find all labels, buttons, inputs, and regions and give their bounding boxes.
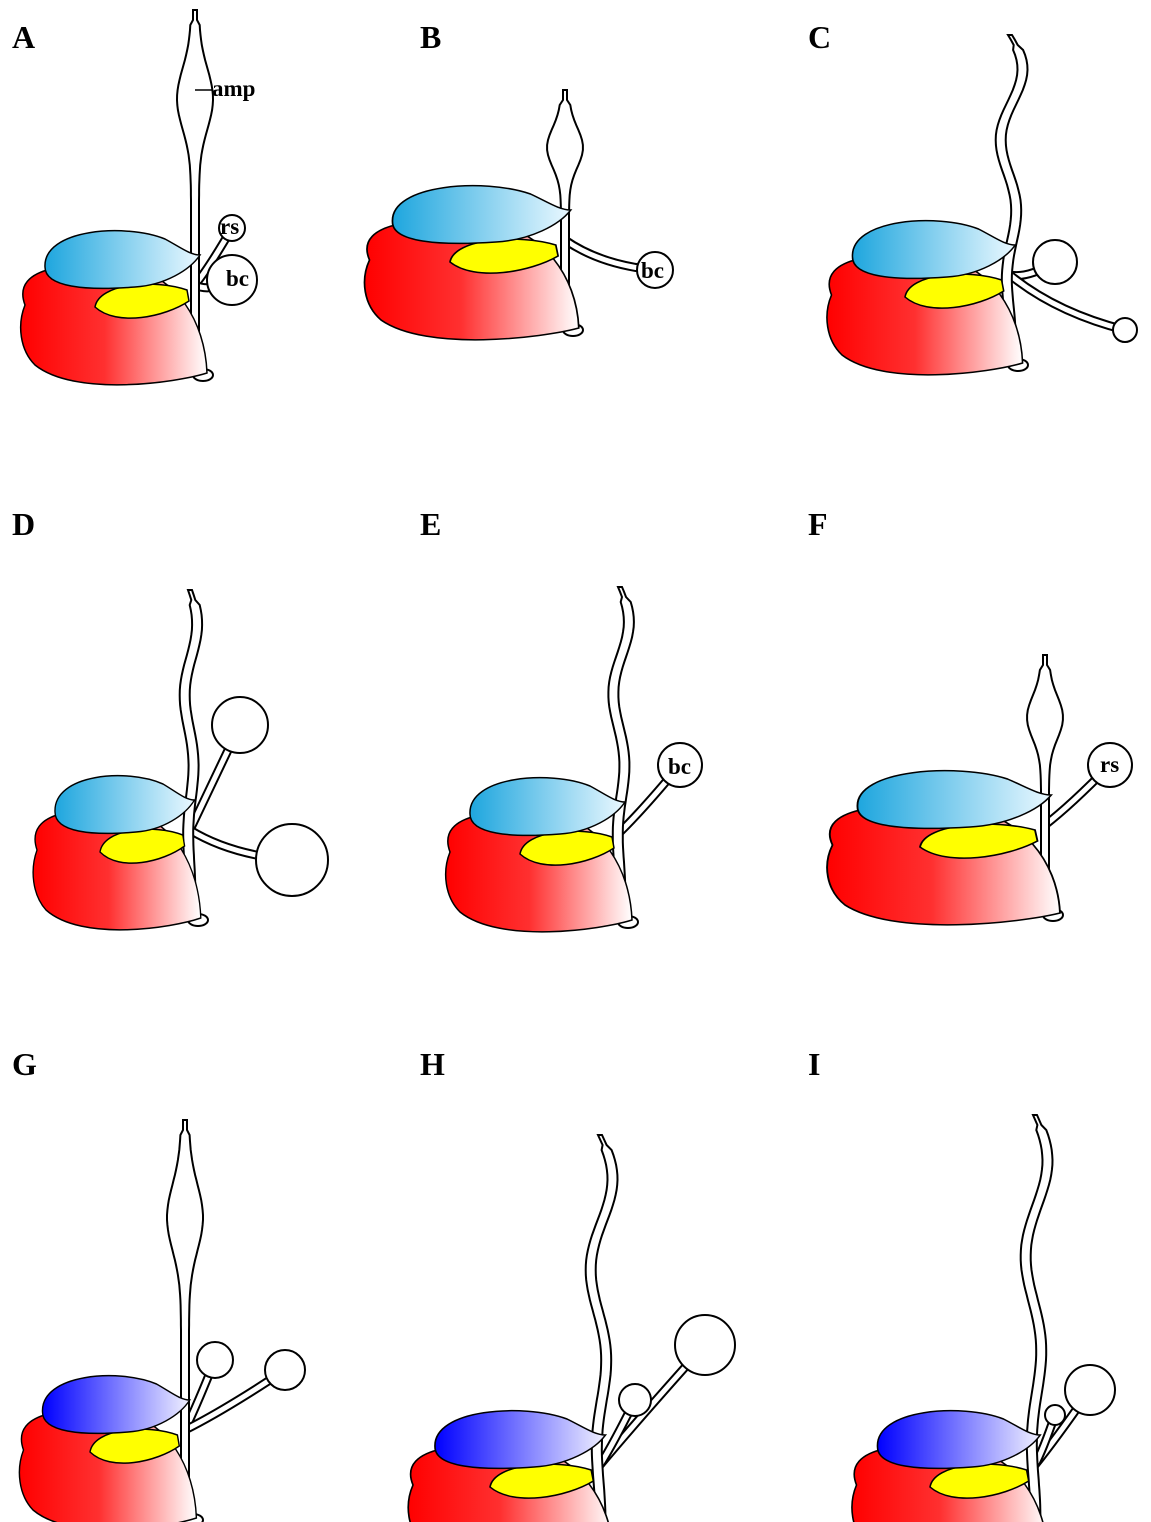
organ-group [365, 186, 579, 340]
annotation: bc [668, 754, 691, 779]
blue-lobe [470, 778, 625, 836]
blue-lobe [857, 771, 1051, 829]
panel-label: E [420, 506, 441, 542]
organ-group [827, 771, 1060, 925]
blue-lobe [435, 1411, 606, 1469]
tube [586, 1135, 618, 1522]
annotation: amp [212, 76, 255, 101]
organ-group [852, 1411, 1048, 1522]
organ-group [827, 221, 1023, 375]
blue-lobe [877, 1411, 1040, 1469]
pouch [1045, 1405, 1065, 1425]
blue-lobe [42, 1376, 189, 1434]
pouch [1033, 240, 1077, 284]
panel-label: D [12, 506, 35, 542]
panel-label: A [12, 19, 35, 55]
annotation: bc [641, 258, 664, 283]
pouch [256, 824, 328, 896]
organ-group [33, 776, 201, 930]
annotation: bc [226, 266, 249, 291]
pouch [197, 1342, 233, 1378]
panel-drawing [408, 1135, 735, 1522]
duct [1010, 275, 1125, 330]
pouch [265, 1350, 305, 1390]
blue-lobe [392, 186, 570, 244]
blue-lobe [45, 231, 200, 289]
blue-lobe [55, 776, 195, 834]
panel-drawing [33, 590, 328, 930]
pouch [1065, 1365, 1115, 1415]
panel-label: H [420, 1046, 445, 1082]
panel-drawing [827, 655, 1132, 925]
tube [1021, 1115, 1053, 1522]
organ-group [21, 231, 207, 385]
panel-drawing [446, 587, 702, 932]
figure: Aamp rs bc Bbc C D Ebc Frs G H I [0, 0, 1151, 1522]
pouch [619, 1384, 651, 1416]
panel-label: G [12, 1046, 37, 1082]
annotation: rs [1100, 752, 1119, 777]
panel-drawing [365, 90, 673, 340]
organ-group [19, 1376, 196, 1522]
panel-drawing [852, 1115, 1115, 1522]
panel-label: F [808, 506, 828, 542]
pouch [1113, 318, 1137, 342]
panel-drawing [21, 10, 257, 385]
panel-label: B [420, 19, 441, 55]
organ-group [446, 778, 632, 932]
panel-drawing [19, 1120, 305, 1522]
annotation: rs [220, 214, 239, 239]
pouch [675, 1315, 735, 1375]
panel-drawing [827, 35, 1137, 375]
panel-label: C [808, 19, 831, 55]
panel-label: I [808, 1046, 820, 1082]
organ-group [408, 1411, 613, 1522]
pouch [212, 697, 268, 753]
blue-lobe [852, 221, 1015, 279]
